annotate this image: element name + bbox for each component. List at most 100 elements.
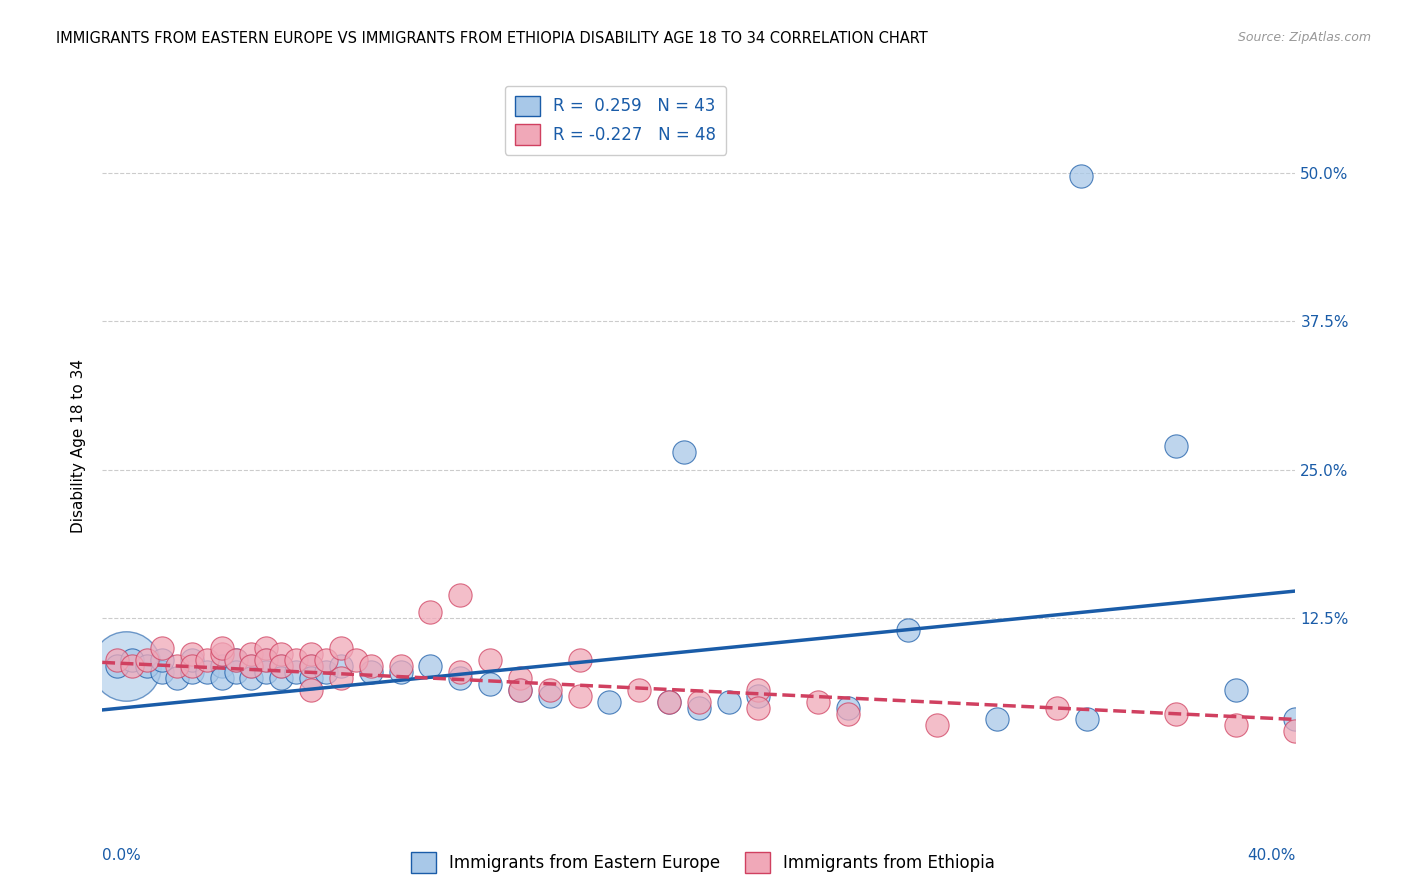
Point (837, 700, 859, 714)
Point (568, 653, 591, 667)
Point (1076, 713, 1098, 727)
Point (211, 671, 233, 685)
Legend: Immigrants from Eastern Europe, Immigrants from Ethiopia: Immigrants from Eastern Europe, Immigran… (404, 846, 1002, 880)
Point (344, 653, 367, 667)
Point (180, 659, 202, 673)
Point (479, 653, 502, 667)
Point (299, 659, 322, 673)
Point (360, 665, 382, 679)
Text: IMMIGRANTS FROM EASTERN EUROPE VS IMMIGRANTS FROM ETHIOPIA DISABILITY AGE 18 TO : IMMIGRANTS FROM EASTERN EUROPE VS IMMIGR… (56, 31, 928, 46)
Point (166, 659, 188, 673)
Point (329, 659, 352, 673)
Point (1070, 169, 1092, 183)
Point (329, 641, 352, 656)
Point (270, 647, 292, 661)
Point (688, 695, 710, 709)
Point (254, 665, 277, 679)
Point (240, 659, 263, 673)
Point (509, 682, 531, 697)
Point (115, 659, 138, 673)
Point (389, 659, 412, 673)
Point (195, 653, 218, 667)
Point (419, 606, 441, 620)
Point (211, 641, 233, 656)
Point (672, 445, 695, 459)
Point (195, 665, 218, 679)
Point (598, 695, 620, 709)
Point (747, 689, 769, 703)
Point (747, 682, 769, 697)
Point (628, 682, 651, 697)
Point (150, 641, 173, 656)
Point (121, 653, 143, 667)
Point (136, 659, 159, 673)
Point (1046, 700, 1069, 714)
Point (225, 653, 247, 667)
Point (150, 653, 173, 667)
Point (254, 641, 277, 656)
Text: 40.0%: 40.0% (1247, 847, 1295, 863)
Point (285, 665, 308, 679)
Point (299, 671, 322, 685)
Point (927, 718, 949, 732)
Point (1166, 706, 1188, 721)
Point (449, 671, 471, 685)
Point (509, 671, 531, 685)
Point (136, 653, 159, 667)
Point (121, 659, 143, 673)
Point (211, 647, 233, 661)
Point (538, 682, 561, 697)
Point (568, 689, 591, 703)
Point (315, 665, 337, 679)
Point (299, 659, 322, 673)
Point (389, 665, 412, 679)
Point (509, 682, 531, 697)
Point (717, 695, 740, 709)
Point (449, 665, 471, 679)
Point (285, 653, 308, 667)
Point (180, 653, 202, 667)
Point (1284, 713, 1306, 727)
Point (105, 659, 128, 673)
Point (688, 700, 710, 714)
Point (1166, 439, 1188, 453)
Point (166, 671, 188, 685)
Legend: R =  0.259   N = 43, R = -0.227   N = 48: R = 0.259 N = 43, R = -0.227 N = 48 (505, 86, 725, 155)
Point (225, 665, 247, 679)
Point (270, 659, 292, 673)
Point (180, 665, 202, 679)
Point (105, 653, 128, 667)
Point (986, 713, 1008, 727)
Point (479, 677, 502, 691)
Point (240, 659, 263, 673)
Point (538, 689, 561, 703)
Point (419, 659, 441, 673)
Point (254, 653, 277, 667)
Point (1284, 724, 1306, 739)
Y-axis label: Disability Age 18 to 34: Disability Age 18 to 34 (72, 359, 86, 533)
Point (360, 659, 382, 673)
Point (240, 671, 263, 685)
Point (270, 659, 292, 673)
Text: Source: ZipAtlas.com: Source: ZipAtlas.com (1237, 31, 1371, 45)
Point (180, 647, 202, 661)
Point (150, 665, 173, 679)
Point (807, 695, 830, 709)
Point (270, 671, 292, 685)
Point (315, 653, 337, 667)
Point (299, 647, 322, 661)
Point (225, 653, 247, 667)
Point (449, 588, 471, 602)
Point (658, 695, 681, 709)
Point (1225, 682, 1247, 697)
Point (1225, 718, 1247, 732)
Text: 0.0%: 0.0% (103, 847, 141, 863)
Point (299, 682, 322, 697)
Point (658, 695, 681, 709)
Point (211, 659, 233, 673)
Point (897, 624, 920, 638)
Point (329, 671, 352, 685)
Point (747, 700, 769, 714)
Point (254, 653, 277, 667)
Point (837, 706, 859, 721)
